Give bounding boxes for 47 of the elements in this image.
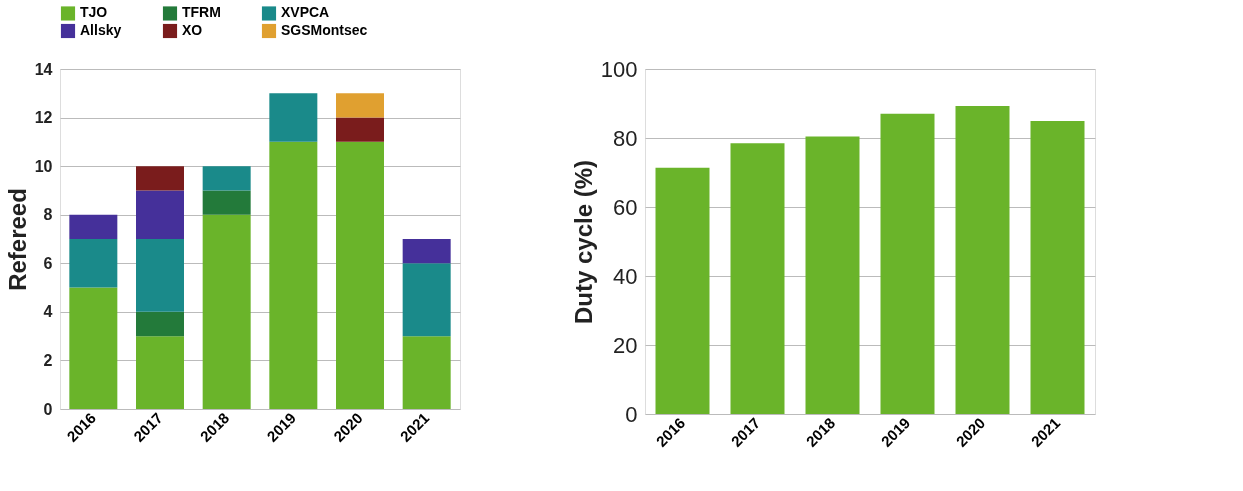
y-tick-label: 10 <box>34 157 53 175</box>
bar <box>69 214 118 239</box>
y-tick-label: 2 <box>43 351 53 369</box>
bar <box>336 117 384 142</box>
bar <box>730 143 785 414</box>
bar <box>402 239 451 264</box>
bar <box>655 167 710 414</box>
bar <box>202 214 251 409</box>
bar <box>136 166 184 191</box>
y-tick-label: 0 <box>625 401 638 427</box>
bar <box>69 287 118 409</box>
bar <box>136 239 184 312</box>
bar <box>202 190 251 215</box>
y-tick-label: 60 <box>613 194 638 220</box>
bar <box>402 263 451 337</box>
y-axis-title: Refereed <box>3 188 31 291</box>
y-tick-label: 4 <box>43 303 53 321</box>
y-tick-label: 100 <box>600 56 638 82</box>
bar <box>805 136 860 414</box>
bar <box>136 190 184 239</box>
y-tick-label: 80 <box>613 125 638 151</box>
legend-label: SGSMontsec <box>281 22 368 38</box>
bar <box>136 311 184 337</box>
legend-label: XO <box>182 22 203 38</box>
bar <box>336 93 384 118</box>
y-tick-label: 12 <box>34 109 53 127</box>
y-tick-label: 8 <box>43 206 53 224</box>
bar <box>880 113 935 414</box>
bar <box>402 336 451 409</box>
y-axis-title: Duty cycle (%) <box>569 159 597 325</box>
y-tick-label: 6 <box>43 254 53 272</box>
y-tick-label: 0 <box>43 400 53 418</box>
bar <box>69 239 118 288</box>
legend-label: TFRM <box>182 4 221 21</box>
bar <box>1030 121 1085 414</box>
legend-label: XVPCA <box>281 4 330 21</box>
legend-label: TJO <box>80 4 108 21</box>
y-tick-label: 20 <box>613 332 638 358</box>
bar <box>202 166 251 191</box>
bar <box>136 336 184 409</box>
bar <box>336 141 384 409</box>
y-tick-label: 14 <box>34 60 53 78</box>
bar <box>269 93 318 142</box>
bar <box>955 105 1010 414</box>
bar <box>269 141 318 409</box>
legend-label: Allsky <box>80 22 122 38</box>
y-tick-label: 40 <box>613 263 638 289</box>
